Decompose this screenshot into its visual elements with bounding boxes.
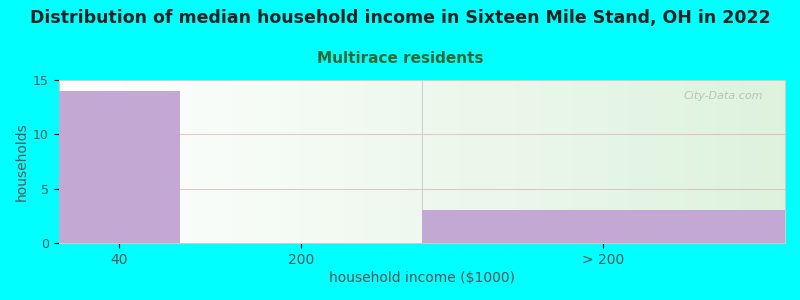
Text: Distribution of median household income in Sixteen Mile Stand, OH in 2022: Distribution of median household income … xyxy=(30,9,770,27)
X-axis label: household income ($1000): household income ($1000) xyxy=(329,271,515,285)
Bar xyxy=(422,211,785,243)
Y-axis label: households: households xyxy=(15,122,29,201)
Text: Multirace residents: Multirace residents xyxy=(317,51,483,66)
Text: City-Data.com: City-Data.com xyxy=(684,92,763,101)
Bar xyxy=(58,91,180,243)
